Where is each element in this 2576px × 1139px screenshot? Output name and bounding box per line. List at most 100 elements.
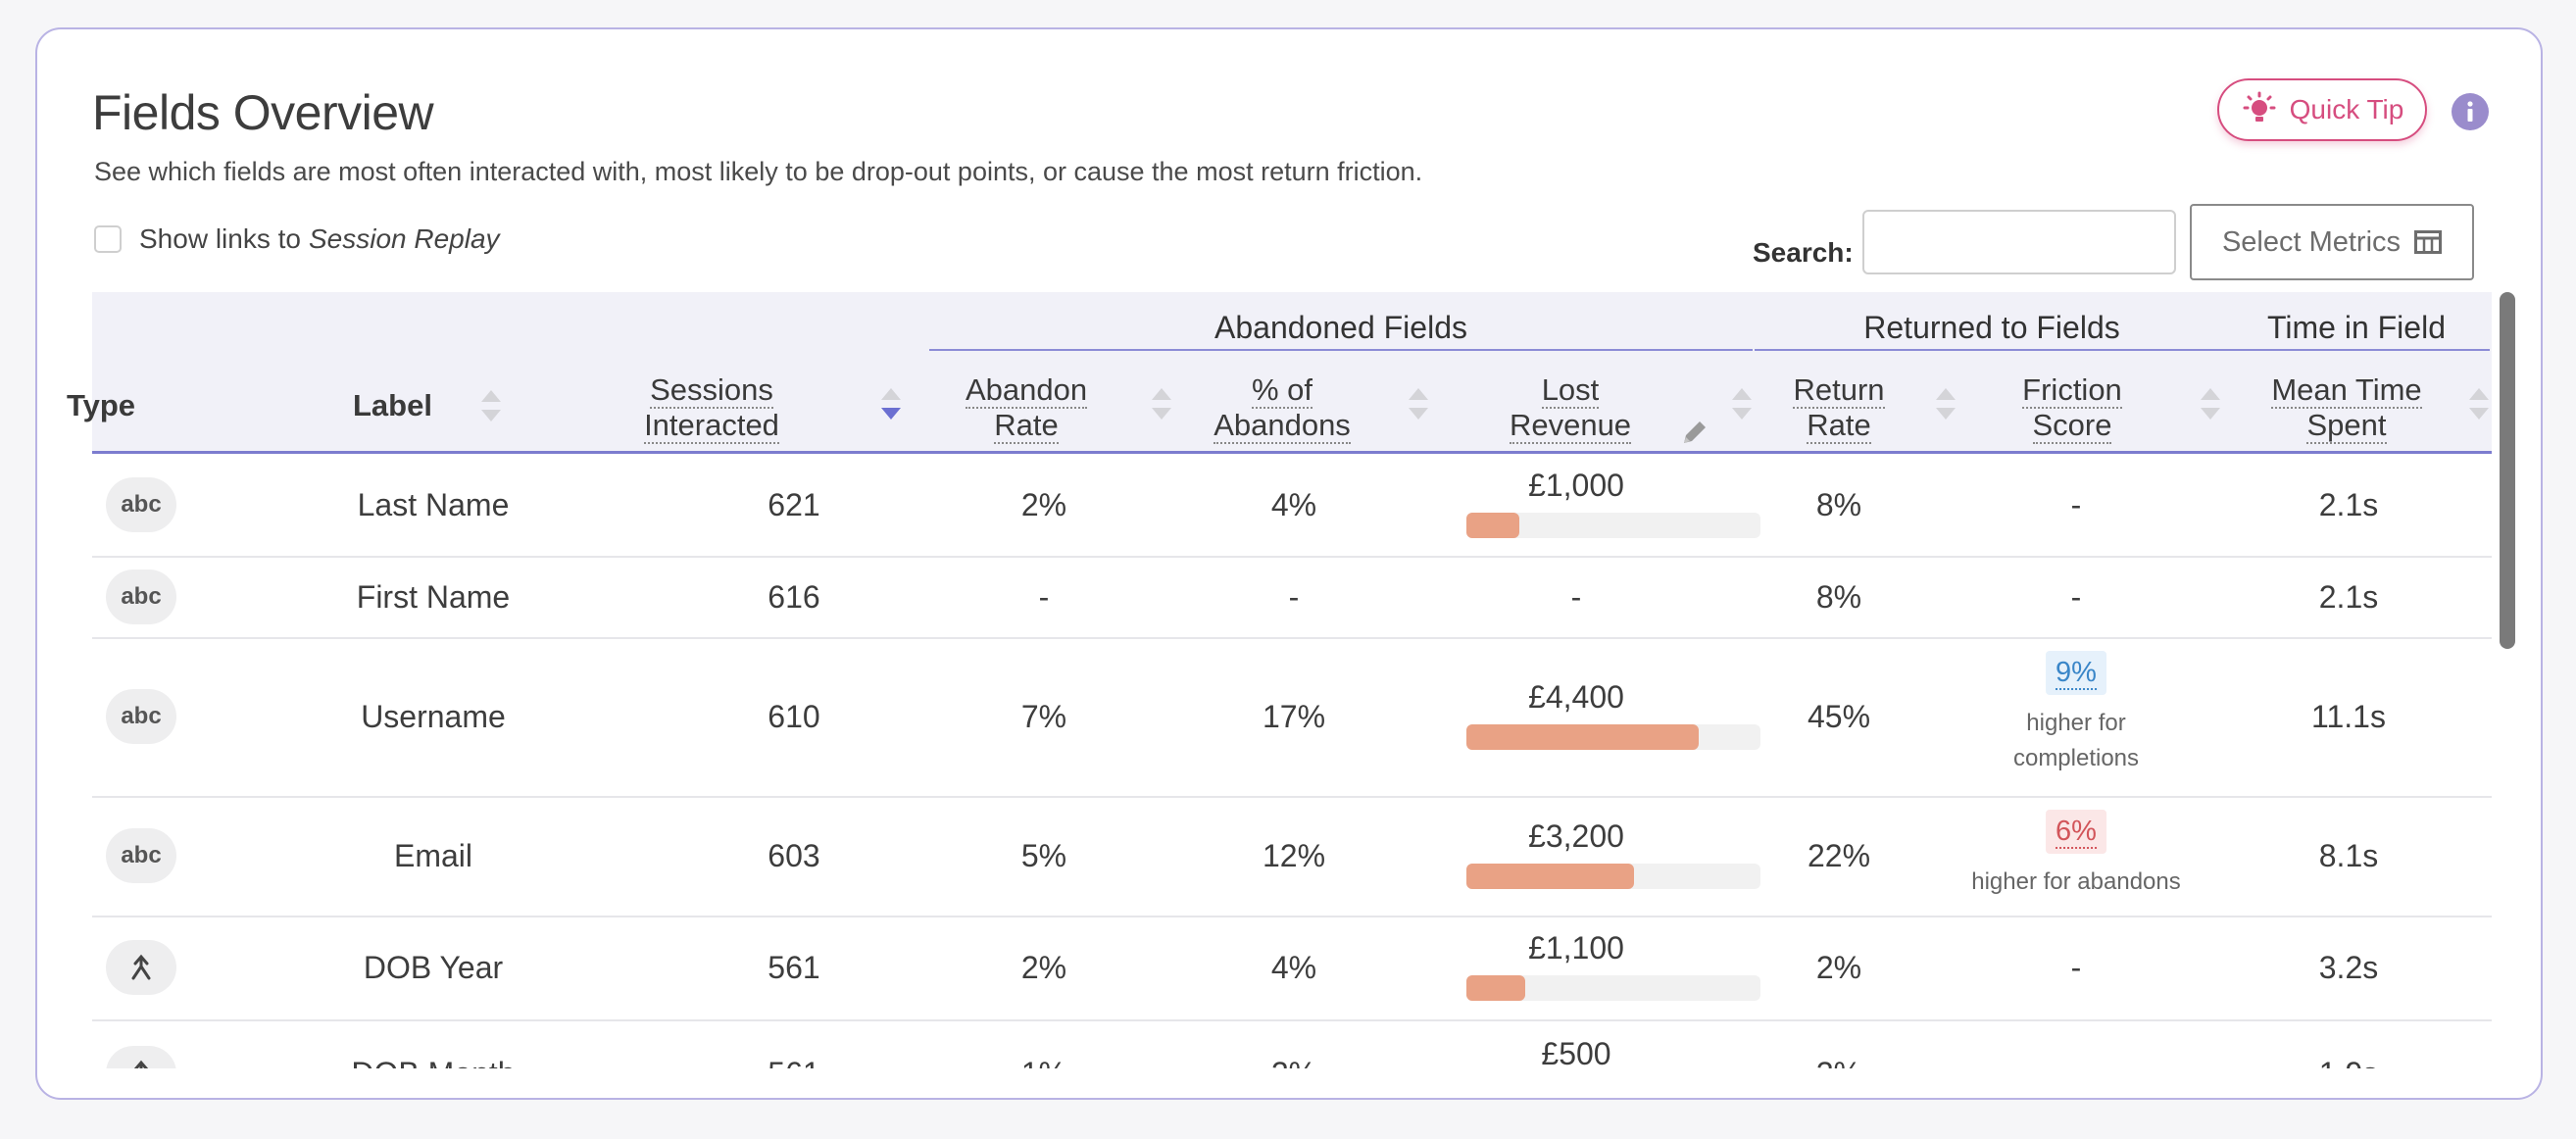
field-label: DOB Year xyxy=(363,950,504,985)
column-friction-line1: Friction xyxy=(2022,372,2122,409)
pct-abandons: 4% xyxy=(1270,950,1317,985)
lost-revenue: £1,000 xyxy=(1528,468,1624,503)
friction-score: - xyxy=(2071,1056,2082,1068)
mean-time-spent: 2.1s xyxy=(2318,487,2379,522)
column-label[interactable]: Label xyxy=(353,388,432,423)
return-rate: 8% xyxy=(1815,578,1862,615)
show-session-replay-toggle[interactable]: Show links to Session Replay xyxy=(94,223,500,255)
sort-icon[interactable] xyxy=(1933,384,1958,423)
column-return-line1: Return xyxy=(1793,372,1885,409)
friction-note: higher for xyxy=(2026,710,2126,736)
return-rate: 45% xyxy=(1807,699,1871,734)
column-mean-time-spent[interactable]: Mean Time Spent xyxy=(2249,372,2445,444)
mean-time-spent: 8.1s xyxy=(2318,838,2379,873)
lightbulb-icon xyxy=(2243,91,2276,122)
friction-score: 6% xyxy=(2056,816,2097,849)
pct-abandons: 12% xyxy=(1262,838,1326,873)
info-icon[interactable] xyxy=(2451,92,2490,131)
sessions-interacted: 561 xyxy=(768,1056,819,1068)
page-title: Fields Overview xyxy=(92,85,434,140)
abandon-rate: 5% xyxy=(1020,838,1067,873)
sort-icon[interactable] xyxy=(1729,384,1755,423)
row-divider xyxy=(92,556,2492,558)
friction-score: - xyxy=(2070,578,2082,615)
lost-revenue-bar xyxy=(1466,975,1760,1001)
sort-icon[interactable] xyxy=(478,386,504,425)
return-rate: 2% xyxy=(1815,950,1862,985)
search-input[interactable] xyxy=(1862,210,2176,274)
session-replay-checkbox[interactable] xyxy=(94,225,122,253)
column-type: Type xyxy=(67,388,136,422)
field-label: First Name xyxy=(356,578,511,615)
column-abandon-rate[interactable]: Abandon Rate xyxy=(938,372,1115,444)
sort-icon[interactable] xyxy=(1149,384,1174,423)
columns-icon xyxy=(2414,230,2443,254)
pct-abandons: - xyxy=(1288,578,1300,615)
friction-note: higher for abandons xyxy=(1971,868,2181,895)
lost-revenue: £500 xyxy=(1541,1036,1611,1068)
column-friction-score[interactable]: Friction Score xyxy=(1984,372,2160,444)
abandon-rate: - xyxy=(1038,578,1050,615)
sort-icon[interactable] xyxy=(1406,384,1431,423)
lost-revenue-bar-fill xyxy=(1466,864,1634,889)
column-return-line2: Rate xyxy=(1807,408,1871,444)
row-divider xyxy=(92,796,2492,798)
column-label-text: Label xyxy=(353,388,432,422)
text-field-type-icon: abc xyxy=(106,477,176,532)
friction-score: 9% xyxy=(2056,657,2097,690)
return-rate: 8% xyxy=(1815,487,1862,522)
lost-revenue: £3,200 xyxy=(1528,818,1624,854)
select-metrics-label: Select Metrics xyxy=(2221,225,2402,258)
sessions-interacted: 616 xyxy=(768,578,820,615)
column-pct-abandons[interactable]: % of Abandons xyxy=(1194,372,1370,444)
select-metrics-button[interactable]: Select Metrics xyxy=(2190,204,2474,280)
show-links-prefix: Show links to xyxy=(139,223,301,254)
abandon-rate: 7% xyxy=(1020,699,1067,734)
lost-revenue: £4,400 xyxy=(1528,679,1624,715)
lost-revenue-bar xyxy=(1466,864,1760,889)
sort-icon[interactable] xyxy=(2466,384,2492,423)
friction-score-badge[interactable]: 6% xyxy=(2046,810,2106,854)
column-mean-line2: Spent xyxy=(2306,408,2387,444)
column-lost-line2: Revenue xyxy=(1509,408,1632,444)
mean-time-spent: 2.1s xyxy=(2318,578,2379,615)
return-rate: 22% xyxy=(1807,838,1871,873)
lost-revenue-bar xyxy=(1466,513,1760,538)
sessions-interacted: 561 xyxy=(768,950,820,985)
field-label: Email xyxy=(393,838,473,873)
lost-revenue-bar-fill xyxy=(1466,513,1519,538)
field-label: Last Name xyxy=(357,487,510,522)
lost-revenue-bar-fill xyxy=(1466,975,1525,1001)
sessions-interacted: 610 xyxy=(768,699,820,734)
column-abandon-line2: Rate xyxy=(994,408,1059,444)
sessions-interacted: 603 xyxy=(768,838,820,873)
quick-tip-button[interactable]: Quick Tip xyxy=(2217,78,2427,141)
table-header xyxy=(92,292,2492,453)
abandon-rate: 2% xyxy=(1020,950,1067,985)
column-sessions-line1: Sessions xyxy=(650,372,773,409)
group-time-in-field: Time in Field xyxy=(2267,310,2446,345)
group-abandoned-fields: Abandoned Fields xyxy=(1214,310,1467,345)
column-return-rate[interactable]: Return Rate xyxy=(1760,372,1917,444)
column-sessions-interacted[interactable]: Sessions Interacted xyxy=(602,372,821,444)
column-lost-revenue[interactable]: Lost Revenue xyxy=(1492,372,1649,444)
abandon-rate: 2% xyxy=(1020,487,1067,522)
pct-abandons: 17% xyxy=(1262,699,1326,734)
pct-abandons: 2% xyxy=(1271,1056,1316,1068)
select-field-type-icon xyxy=(106,940,176,995)
table-scrollbar[interactable] xyxy=(2500,292,2515,649)
friction-score: - xyxy=(2070,950,2082,985)
text-field-type-icon: abc xyxy=(106,689,176,744)
select-field-type-icon xyxy=(106,1046,176,1068)
group-divider xyxy=(929,349,1753,351)
lost-revenue: - xyxy=(1570,578,1582,615)
column-mean-line1: Mean Time xyxy=(2271,372,2422,409)
sort-icon[interactable] xyxy=(2198,384,2223,423)
group-returned-to-fields: Returned to Fields xyxy=(1863,310,2120,345)
header-divider xyxy=(92,451,2492,454)
pencil-icon[interactable] xyxy=(1678,416,1711,449)
friction-score: - xyxy=(2070,487,2082,522)
friction-score-badge[interactable]: 9% xyxy=(2046,651,2106,695)
sort-desc-icon[interactable] xyxy=(878,384,904,423)
group-divider xyxy=(2223,349,2490,351)
